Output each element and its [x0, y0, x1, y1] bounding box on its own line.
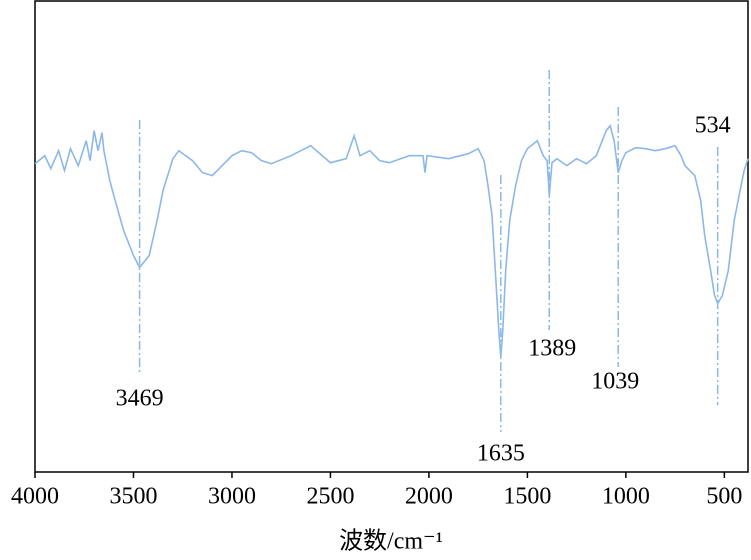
peak-label: 1635	[477, 441, 525, 467]
x-axis-label: 波数/cm⁻¹	[339, 528, 443, 555]
x-tick-label: 2000	[405, 484, 453, 510]
x-tick-label: 500	[706, 484, 742, 510]
x-tick-label: 3000	[208, 484, 256, 510]
peak-label: 1389	[528, 336, 576, 362]
x-tick-label: 1000	[602, 484, 650, 510]
peak-label: 1039	[591, 369, 639, 395]
peak-label: 534	[695, 113, 731, 139]
spectrum-line	[34, 123, 749, 358]
x-tick-label: 4000	[11, 484, 59, 510]
plot-frame	[34, 0, 749, 473]
x-tick-label: 3500	[109, 484, 157, 510]
peak-label: 3469	[116, 386, 164, 412]
x-tick-label: 2500	[306, 484, 354, 510]
x-tick-label: 1500	[503, 484, 551, 510]
